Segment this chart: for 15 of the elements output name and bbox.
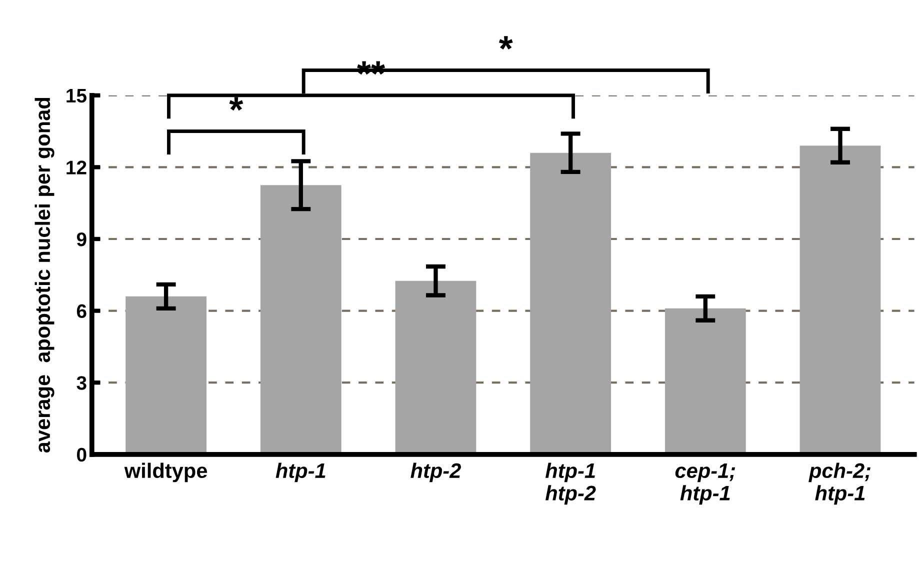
annotation: * (229, 97, 244, 111)
y-axis-title: average apoptotic nuclei per gonad (34, 98, 54, 453)
y-tick-label: 6 (76, 304, 86, 318)
x-tick-label: wildtype (124, 462, 208, 482)
x-tick-label: htp-1 htp-2 (545, 462, 596, 505)
y-tick-label: 0 (76, 448, 86, 462)
text: * (498, 36, 513, 50)
y-tick-label: 3 (76, 376, 86, 390)
x-tick-label: htp-2 (410, 462, 461, 482)
x-tick-label: htp-1 (276, 462, 326, 482)
y-tick-label: 15 (66, 89, 86, 103)
y-tick-label: 12 (66, 160, 86, 174)
x-tick-label: pch-2; htp-1 (808, 462, 870, 505)
x-tick-label: cep-1; htp-1 (675, 464, 736, 505)
y-tick-label: 9 (76, 232, 86, 246)
